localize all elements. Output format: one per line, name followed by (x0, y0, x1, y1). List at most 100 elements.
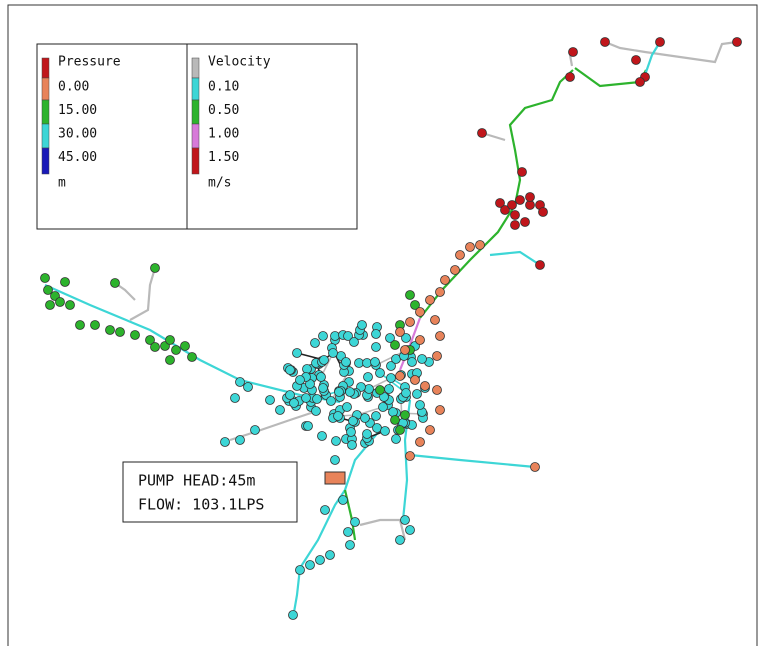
pipe (645, 42, 660, 75)
junction (76, 321, 85, 330)
junction (536, 261, 545, 270)
junction (286, 366, 295, 375)
legend-unit: m (58, 176, 66, 191)
junction (511, 211, 520, 220)
junction (293, 349, 302, 358)
junction (381, 427, 390, 436)
junction (236, 436, 245, 445)
junction (391, 341, 400, 350)
junction (391, 416, 400, 425)
junction (61, 278, 70, 287)
legend-swatch (192, 124, 199, 148)
junction (111, 279, 120, 288)
legend-title: Velocity (208, 55, 271, 70)
junction (392, 435, 401, 444)
junction (601, 38, 610, 47)
junction (166, 356, 175, 365)
junction (408, 358, 417, 367)
junction (172, 346, 181, 355)
junction (421, 382, 430, 391)
junction (426, 296, 435, 305)
junction (526, 193, 535, 202)
junction (436, 288, 445, 297)
junction (166, 336, 175, 345)
junction (181, 342, 190, 351)
junction (313, 395, 322, 404)
junction (346, 388, 355, 397)
junction (346, 541, 355, 550)
junction (433, 386, 442, 395)
junction (106, 326, 115, 335)
pump-annotation: PUMP HEAD:45m FLOW: 103.1LPS (123, 462, 345, 522)
junction (456, 251, 465, 260)
junction (441, 276, 450, 285)
junction (531, 463, 540, 472)
junction (416, 308, 425, 317)
junction (231, 394, 240, 403)
legend-swatch (192, 100, 199, 124)
junction (396, 372, 405, 381)
junction (326, 551, 335, 560)
junction (351, 518, 360, 527)
junction (296, 566, 305, 575)
legend-swatch (192, 58, 199, 78)
pump-flow: FLOW: 103.1LPS (138, 496, 264, 514)
legend-swatch (42, 148, 49, 174)
junction (290, 399, 299, 408)
legend-label: 30.00 (58, 127, 97, 142)
junction (566, 73, 575, 82)
junction (332, 437, 341, 446)
junction (334, 412, 343, 421)
junction (389, 408, 398, 417)
junction (376, 369, 385, 378)
junction (372, 412, 381, 421)
junction (539, 208, 548, 217)
junction (416, 438, 425, 447)
junction (251, 426, 260, 435)
junction (266, 396, 275, 405)
junction (344, 528, 353, 537)
junction (406, 291, 415, 300)
legend-label: 0.10 (208, 80, 239, 95)
junction (188, 353, 197, 362)
junction (151, 343, 160, 352)
junction (349, 417, 358, 426)
junction (656, 38, 665, 47)
junction (406, 452, 415, 461)
junction (316, 556, 325, 565)
junction (319, 332, 328, 341)
junction (385, 385, 394, 394)
junction (66, 301, 75, 310)
junction (372, 330, 381, 339)
junction (358, 321, 367, 330)
junction (289, 611, 298, 620)
junction (221, 438, 230, 447)
junction (320, 356, 329, 365)
legend-swatch (192, 78, 199, 100)
junction (311, 339, 320, 348)
junction (46, 301, 55, 310)
junction (151, 264, 160, 273)
legend-label: 0.50 (208, 103, 239, 118)
legend-label: 0.00 (58, 80, 89, 95)
junction (302, 394, 311, 403)
junction (365, 385, 374, 394)
junction (361, 414, 370, 423)
junction (306, 561, 315, 570)
junction (476, 241, 485, 250)
legend-label: 1.50 (208, 150, 239, 165)
junction (396, 328, 405, 337)
junction (387, 374, 396, 383)
junction (402, 389, 411, 398)
legend-label: 1.00 (208, 127, 239, 142)
junction (406, 526, 415, 535)
junction (451, 266, 460, 275)
junction (342, 358, 351, 367)
junction (436, 406, 445, 415)
junction (41, 274, 50, 283)
junction (372, 343, 381, 352)
legend-swatch (42, 100, 49, 124)
junction (319, 384, 328, 393)
junction (244, 383, 253, 392)
junction (733, 38, 742, 47)
